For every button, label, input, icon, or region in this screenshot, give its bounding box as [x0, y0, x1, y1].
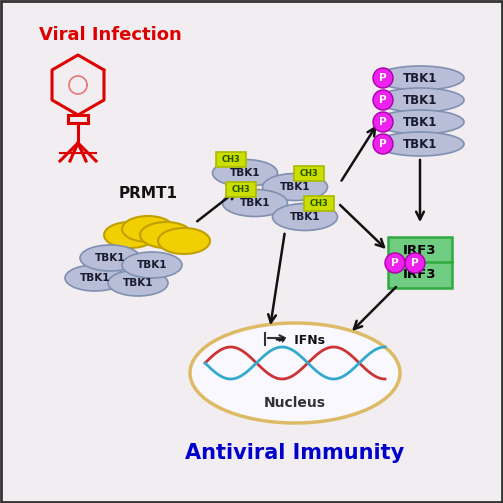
Text: CH3: CH3 — [222, 154, 240, 163]
Text: →  IFNs: → IFNs — [275, 334, 325, 348]
Text: TBK1: TBK1 — [80, 273, 110, 283]
Ellipse shape — [140, 222, 192, 248]
Text: TBK1: TBK1 — [230, 168, 260, 178]
Text: TBK1: TBK1 — [403, 71, 437, 85]
Text: CH3: CH3 — [310, 199, 328, 208]
Ellipse shape — [65, 265, 125, 291]
Text: CH3: CH3 — [231, 185, 250, 194]
Text: CH3: CH3 — [300, 169, 318, 178]
Ellipse shape — [108, 270, 168, 296]
FancyBboxPatch shape — [216, 151, 246, 166]
Text: TBK1: TBK1 — [290, 212, 320, 222]
Text: TBK1: TBK1 — [123, 278, 153, 288]
FancyBboxPatch shape — [226, 182, 256, 197]
Ellipse shape — [212, 159, 278, 187]
Text: TBK1: TBK1 — [137, 260, 167, 270]
FancyBboxPatch shape — [304, 196, 334, 210]
Ellipse shape — [273, 204, 338, 230]
Text: IRF3: IRF3 — [403, 269, 437, 282]
Text: TBK1: TBK1 — [403, 94, 437, 107]
Ellipse shape — [222, 190, 288, 216]
Text: P: P — [379, 73, 387, 83]
Circle shape — [373, 68, 393, 88]
Ellipse shape — [122, 252, 182, 278]
Text: P: P — [391, 258, 399, 268]
Text: Viral Infection: Viral Infection — [39, 26, 182, 44]
Ellipse shape — [104, 222, 156, 248]
Ellipse shape — [158, 228, 210, 254]
Circle shape — [385, 253, 405, 273]
Text: TBK1: TBK1 — [240, 198, 270, 208]
FancyBboxPatch shape — [388, 262, 452, 288]
Text: P: P — [379, 95, 387, 105]
Circle shape — [405, 253, 425, 273]
Ellipse shape — [376, 88, 464, 112]
Ellipse shape — [263, 174, 327, 201]
Text: Antiviral Immunity: Antiviral Immunity — [186, 443, 404, 463]
Ellipse shape — [190, 323, 400, 423]
Text: P: P — [411, 258, 419, 268]
Text: TBK1: TBK1 — [280, 182, 310, 192]
Circle shape — [373, 134, 393, 154]
Ellipse shape — [122, 216, 174, 242]
Text: TBK1: TBK1 — [0, 502, 1, 503]
Ellipse shape — [376, 66, 464, 90]
Circle shape — [373, 90, 393, 110]
Ellipse shape — [80, 245, 140, 271]
Text: TBK1: TBK1 — [403, 137, 437, 150]
Ellipse shape — [376, 132, 464, 156]
Circle shape — [373, 112, 393, 132]
Text: Nucleus: Nucleus — [264, 396, 326, 410]
Text: TBK1: TBK1 — [403, 116, 437, 128]
Text: P: P — [379, 139, 387, 149]
Text: TBK1: TBK1 — [95, 253, 125, 263]
FancyBboxPatch shape — [388, 237, 452, 263]
Text: P: P — [379, 117, 387, 127]
Text: PRMT1: PRMT1 — [119, 186, 178, 201]
Ellipse shape — [376, 110, 464, 134]
Text: IRF3: IRF3 — [403, 243, 437, 257]
FancyBboxPatch shape — [294, 165, 324, 181]
